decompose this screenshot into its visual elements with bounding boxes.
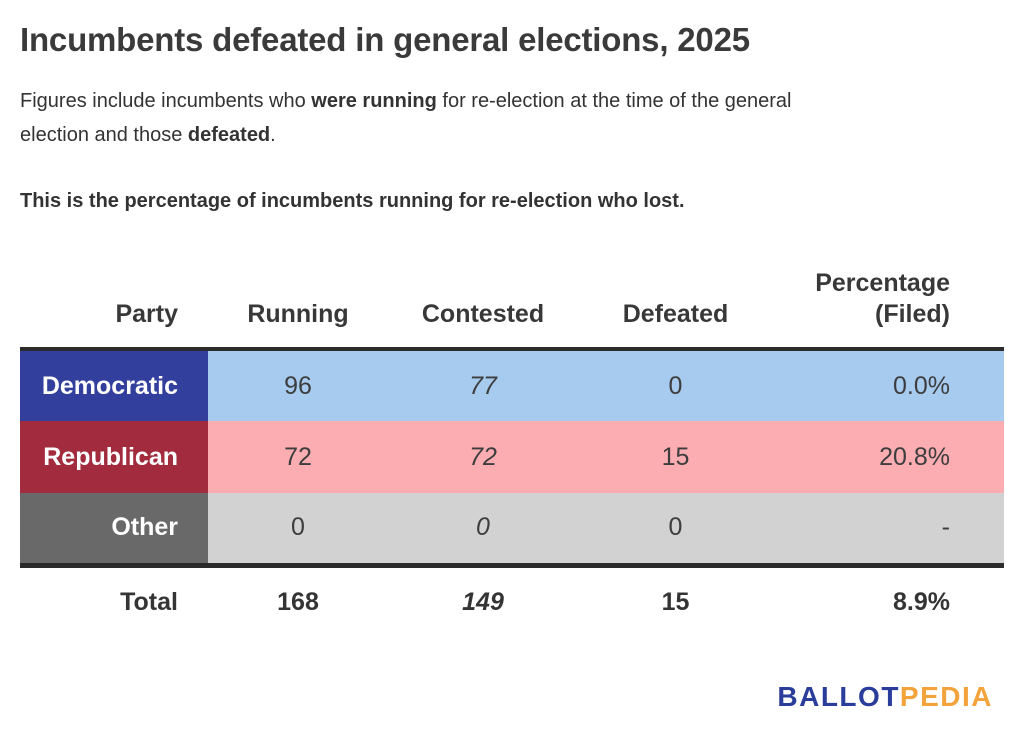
column-header-percentage-line1: Percentage <box>815 269 950 297</box>
intro-bold-were-running: were running <box>311 90 437 112</box>
total-running-value: 168 <box>277 587 319 616</box>
republican-percentage-value: 20.8% <box>773 421 1004 493</box>
logo-text-ballot: BALLOT <box>777 681 900 712</box>
column-header-contested: Contested <box>421 300 545 328</box>
table-header: Party Running Contested Defeated Percent… <box>20 268 1004 349</box>
incumbents-table: Party Running Contested Defeated Percent… <box>20 268 1004 637</box>
table-total-section: Total 168 149 15 8.9% <box>20 565 1004 637</box>
intro-segment: election and those <box>20 124 188 146</box>
party-label-other: Other <box>20 493 208 568</box>
republican-running-value: 72 <box>208 421 388 493</box>
table-body: Democratic 96 77 0 0.0% Republican 72 72… <box>20 347 1004 568</box>
democratic-contested-value: 77 <box>388 347 578 421</box>
table-row-other: Other 0 0 0 - <box>20 493 1004 568</box>
total-contested-value: 149 <box>462 587 504 616</box>
other-defeated-value: 0 <box>578 493 773 568</box>
logo-text-pedia: PEDIA <box>899 681 993 712</box>
other-contested-value: 0 <box>388 493 578 568</box>
intro-segment: Figures include incumbents who <box>20 90 312 112</box>
intro-paragraph: Figures include incumbents who were runn… <box>20 84 980 152</box>
column-header-defeated: Defeated <box>622 300 729 328</box>
total-row: Total 168 149 15 8.9% <box>20 565 1004 637</box>
other-running-value: 0 <box>208 493 388 568</box>
page-title: Incumbents defeated in general elections… <box>20 21 750 58</box>
intro-bold-defeated: defeated <box>187 124 271 146</box>
total-percentage-value: 8.9% <box>893 587 950 616</box>
republican-defeated-value: 15 <box>578 421 773 493</box>
table-row-democratic: Democratic 96 77 0 0.0% <box>20 347 1004 421</box>
party-label-republican: Republican <box>20 421 208 493</box>
total-label: Total <box>120 587 178 616</box>
column-header-percentage-line2: (Filed) <box>875 300 950 328</box>
note-paragraph: This is the percentage of incumbents run… <box>20 190 685 212</box>
party-label-democratic: Democratic <box>20 347 208 421</box>
table-row-republican: Republican 72 72 15 20.8% <box>20 421 1004 493</box>
democratic-percentage-value: 0.0% <box>773 347 1004 421</box>
democratic-running-value: 96 <box>208 347 388 421</box>
republican-contested-value: 72 <box>388 421 578 493</box>
democratic-defeated-value: 0 <box>578 347 773 421</box>
intro-segment: for re-election at the time of the gener… <box>436 90 792 112</box>
column-header-percentage: Percentage (Filed) <box>773 268 1004 349</box>
header-row: Party Running Contested Defeated Percent… <box>20 268 1004 349</box>
ballotpedia-logo: BALLOTPEDIA <box>20 683 1004 711</box>
total-defeated-value: 15 <box>661 587 690 616</box>
intro-segment: . <box>270 124 276 146</box>
other-percentage-value: - <box>773 493 1004 568</box>
column-header-running: Running <box>247 300 349 328</box>
column-header-party: Party <box>115 300 178 328</box>
